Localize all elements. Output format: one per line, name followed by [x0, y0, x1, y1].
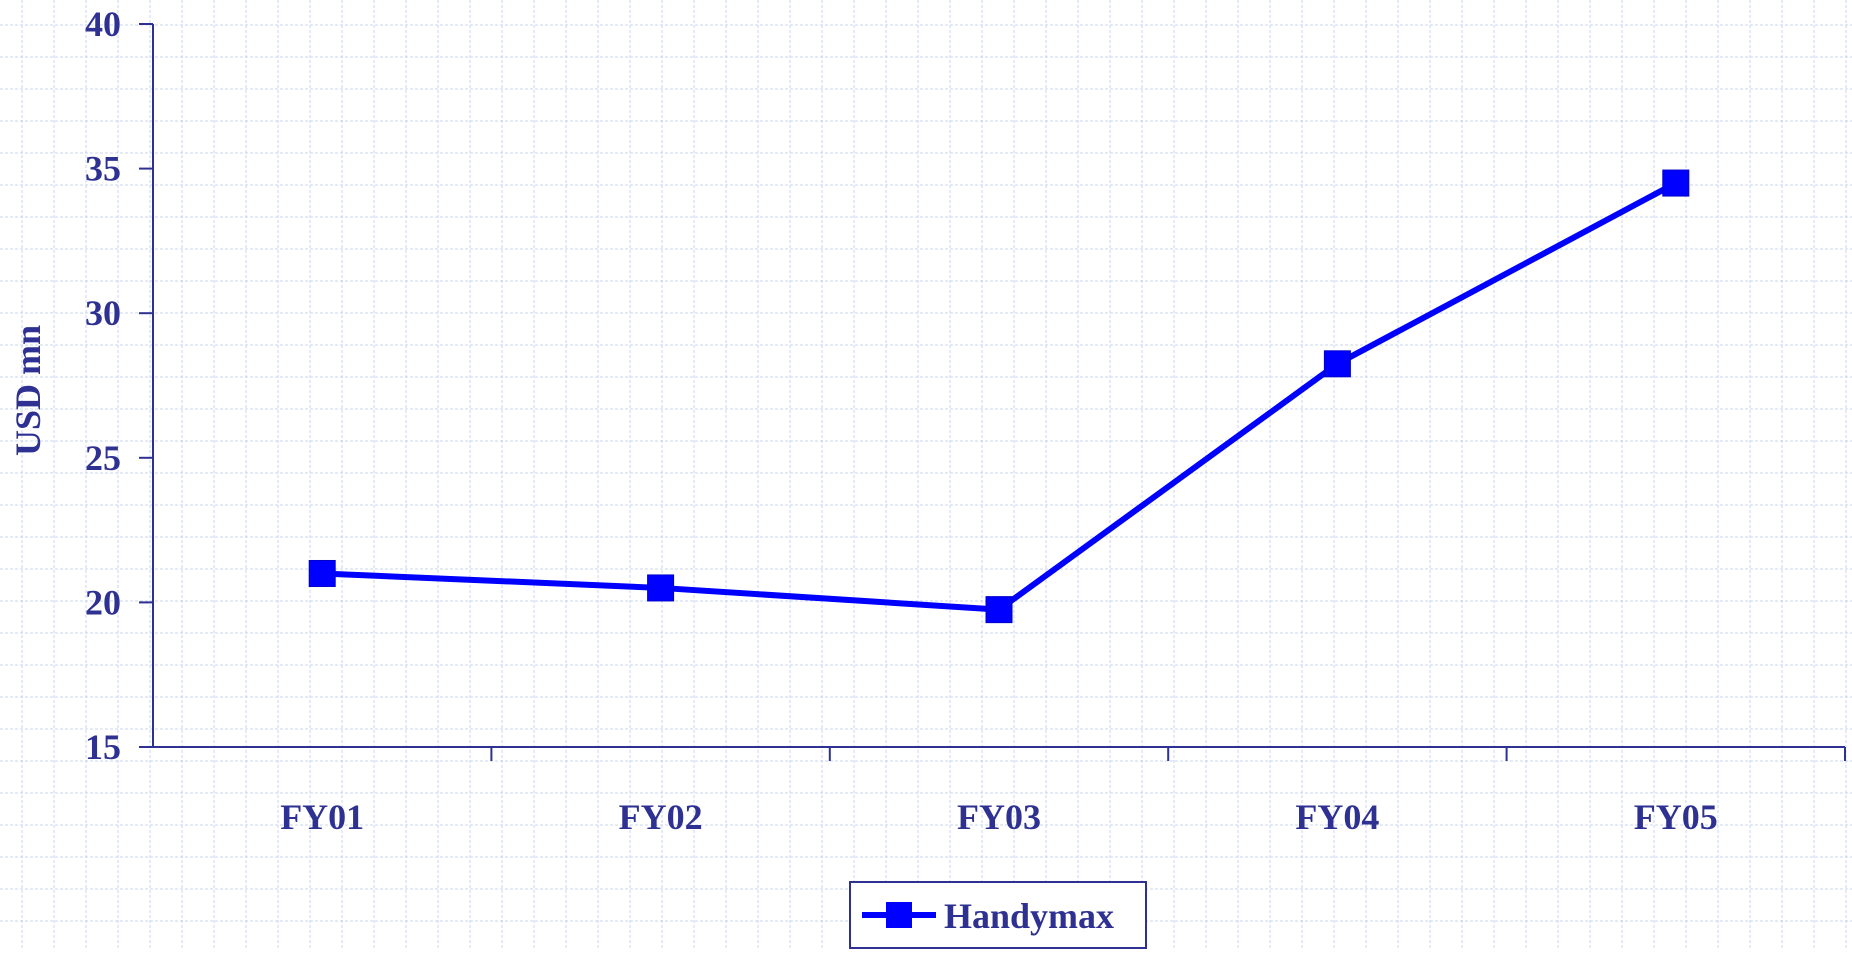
y-tick-label: 40: [85, 4, 121, 44]
series-line: [322, 180, 1678, 613]
data-point-marker: [1662, 169, 1690, 197]
y-tick-label: 20: [85, 582, 121, 622]
y-tick-label: 35: [85, 149, 121, 189]
y-axis-title: USD mn: [8, 325, 48, 456]
legend-swatch-marker: [886, 902, 912, 928]
x-tick-labels: FY01 FY02 FY03 FY04 FY05: [280, 797, 1718, 837]
data-point-marker: [985, 596, 1013, 624]
legend: Handymax: [849, 881, 1147, 949]
axes: [139, 23, 1846, 761]
data-point-marker: [308, 559, 336, 587]
legend-label: Handymax: [944, 896, 1114, 936]
x-tick-label: FY04: [1295, 797, 1379, 837]
y-tick-label: 30: [85, 293, 121, 333]
x-tick-label: FY01: [280, 797, 364, 837]
y-tick-label: 15: [85, 727, 121, 767]
x-tick-label: FY05: [1634, 797, 1718, 837]
data-point-marker: [647, 574, 675, 602]
data-point-marker: [1323, 350, 1351, 378]
x-tick-label: FY02: [619, 797, 703, 837]
y-tick-labels: 15 20 25 30 35 40: [85, 4, 121, 767]
x-tick-label: FY03: [957, 797, 1041, 837]
y-tick-label: 25: [85, 438, 121, 478]
series: [308, 169, 1690, 624]
